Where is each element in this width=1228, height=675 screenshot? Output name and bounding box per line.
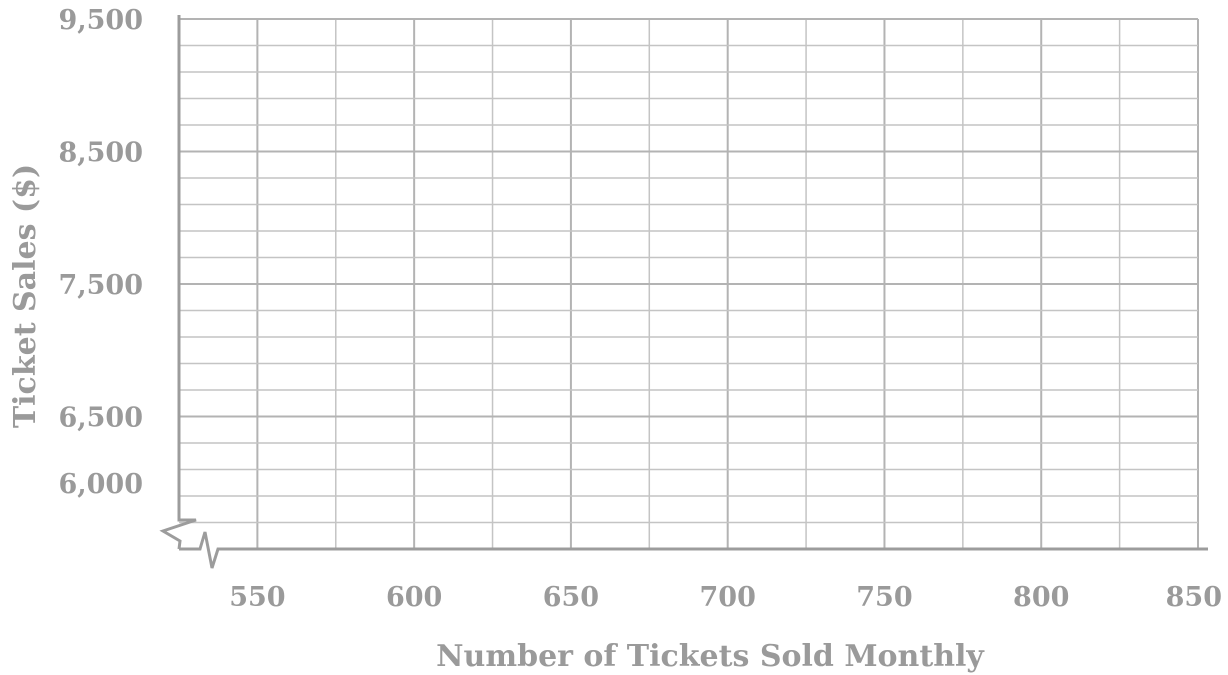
grid	[179, 18, 1199, 549]
tick-labels: 550 600 650 700 750 800 850 6,000 6,500 7,500 8,50…	[58, 5, 1222, 613]
y-axis-line	[159, 15, 197, 550]
y-axis-title: Ticket Sales ($)	[8, 164, 43, 428]
x-tick-label: 600	[386, 582, 442, 613]
y-tick-label: 9,500	[58, 5, 143, 36]
x-axis-title: Number of Tickets Sold Monthly	[436, 639, 985, 674]
x-tick-label: 800	[1013, 582, 1069, 613]
x-axis-line	[179, 531, 1208, 569]
x-tick-label: 750	[856, 582, 912, 613]
axes	[159, 15, 1208, 569]
x-tick-label: 850	[1166, 582, 1222, 613]
y-tick-label: 6,500	[58, 403, 143, 434]
x-tick-label: 700	[700, 582, 756, 613]
y-tick-label: 7,500	[58, 270, 143, 301]
x-tick-label: 550	[229, 582, 285, 613]
y-tick-label: 6,000	[58, 469, 143, 500]
y-tick-label: 8,500	[58, 138, 143, 169]
x-tick-label: 650	[543, 582, 599, 613]
